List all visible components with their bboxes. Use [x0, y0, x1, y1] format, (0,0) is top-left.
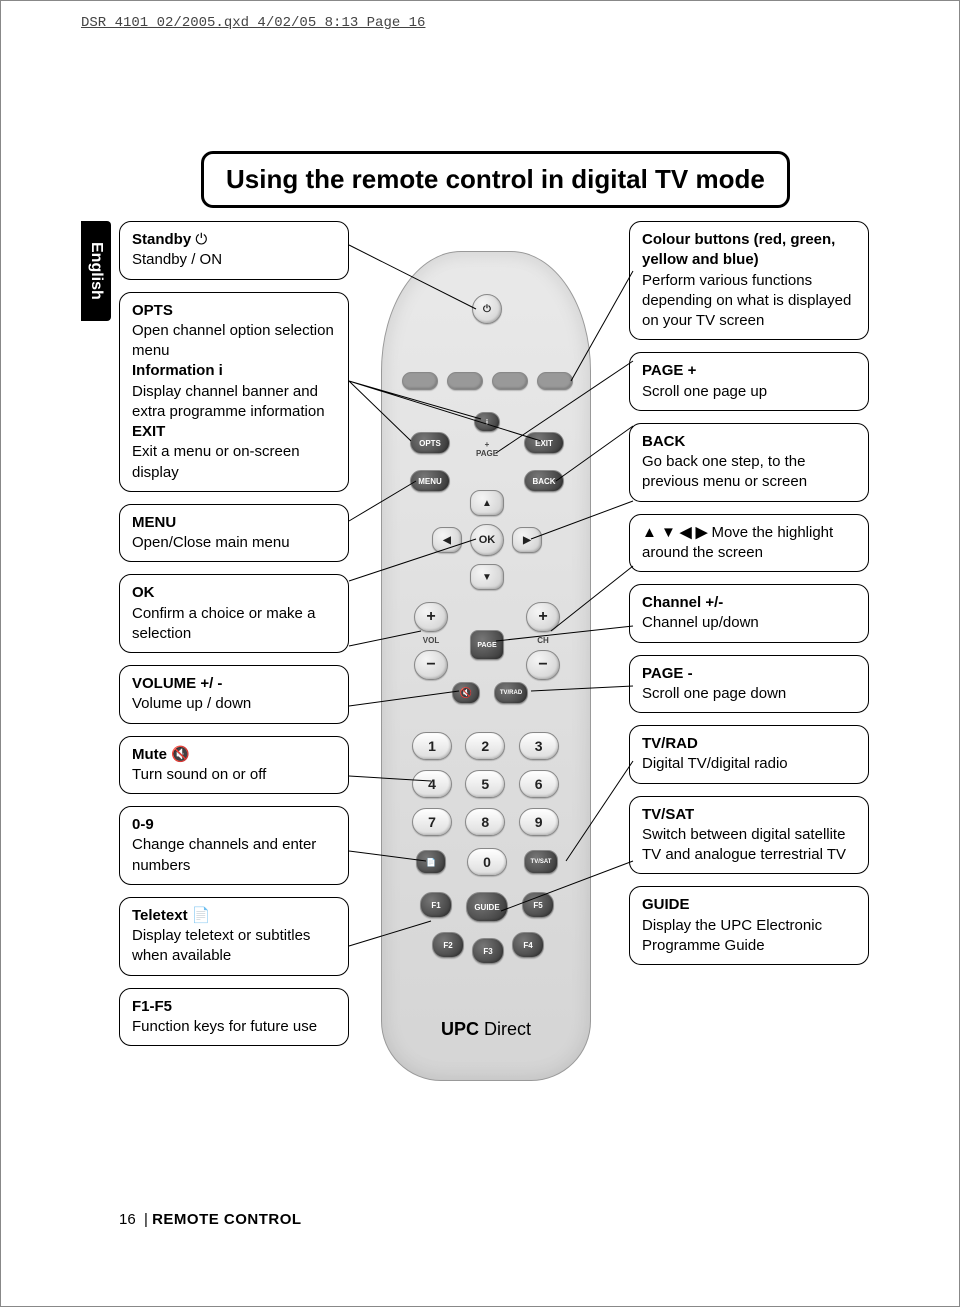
callout-tvsat: TV/SATSwitch between digital satellite T… [629, 796, 869, 875]
callout-f-keys: F1-F5Function keys for future use [119, 988, 349, 1047]
remote-tvsat-button: TV/SAT [524, 850, 558, 874]
print-header: DSR 4101_02/2005.qxd 4/02/05 8:13 Page 1… [81, 15, 425, 31]
remote-key-4: 4 [412, 770, 452, 798]
remote-teletext-button: 📄 [416, 850, 446, 874]
remote-brand: UPC Direct [382, 1019, 590, 1040]
remote-control-diagram: ⏻ i OPTS EXIT +PAGE MENU BACK ▲ ◀ O [381, 251, 591, 1081]
remote-opts-button: OPTS [410, 432, 450, 454]
callout-back: BACKGo back one step, to the previous me… [629, 423, 869, 502]
remote-back-button: BACK [524, 470, 564, 492]
page-footer: 16 | REMOTE CONTROL [119, 1211, 302, 1228]
callout-tvrad: TV/RADDigital TV/digital radio [629, 725, 869, 784]
callout-standby: Standby ⏻ Standby / ON [119, 221, 349, 280]
remote-left-button: ◀ [432, 527, 462, 553]
remote-key-9: 9 [519, 808, 559, 836]
remote-up-button: ▲ [470, 490, 504, 516]
remote-tvrad-button: TV/RAD [494, 682, 528, 704]
callout-opts-info-exit: OPTS Open channel option selection menu … [119, 292, 349, 492]
remote-key-6: 6 [519, 770, 559, 798]
callout-teletext: Teletext 📄 Display teletext or subtitles… [119, 897, 349, 976]
callout-page-plus: PAGE +Scroll one page up [629, 352, 869, 411]
remote-number-grid: 1 2 3 4 5 6 7 8 9 [412, 732, 562, 836]
callout-menu: MENUOpen/Close main menu [119, 504, 349, 563]
remote-right-button: ▶ [512, 527, 542, 553]
remote-key-2: 2 [465, 732, 505, 760]
callout-mute: Mute 🔇 Turn sound on or off [119, 736, 349, 795]
remote-colour-red [402, 372, 438, 390]
right-callout-column: Colour buttons (red, green, yellow and b… [629, 221, 869, 977]
remote-exit-button: EXIT [524, 432, 564, 454]
remote-key-8: 8 [465, 808, 505, 836]
remote-menu-button: MENU [410, 470, 450, 492]
remote-info-button: i [474, 412, 500, 432]
callout-arrows: ▲ ▼ ◀ ▶ Move the highlight around the sc… [629, 514, 869, 573]
remote-key-5: 5 [465, 770, 505, 798]
remote-f3-button: F3 [472, 938, 504, 964]
remote-f1-button: F1 [420, 892, 452, 918]
remote-ch-label: CH [526, 636, 560, 645]
left-callout-column: Standby ⏻ Standby / ON OPTS Open channel… [119, 221, 349, 1058]
remote-vol-label: VOL [414, 636, 448, 645]
callout-ok: OKConfirm a choice or make a selection [119, 574, 349, 653]
mute-icon: 🔇 [171, 746, 190, 763]
callout-guide: GUIDEDisplay the UPC Electronic Programm… [629, 886, 869, 965]
remote-guide-button: GUIDE [466, 892, 508, 922]
remote-colour-green [447, 372, 483, 390]
callout-channel: Channel +/-Channel up/down [629, 584, 869, 643]
teletext-icon: 📄 [192, 907, 211, 924]
language-tab: English [81, 221, 111, 321]
callout-colour-buttons: Colour buttons (red, green, yellow and b… [629, 221, 869, 340]
remote-key-7: 7 [412, 808, 452, 836]
remote-f5-button: F5 [522, 892, 554, 918]
remote-standby-button: ⏻ [472, 294, 502, 324]
remote-page-minus-button: PAGE [470, 630, 504, 660]
remote-page-plus-label: +PAGE [474, 440, 500, 458]
remote-ch-up-button: + [526, 602, 560, 632]
remote-mute-button: 🔇 [452, 682, 480, 704]
remote-key-1: 1 [412, 732, 452, 760]
remote-vol-down-button: − [414, 650, 448, 680]
remote-vol-up-button: + [414, 602, 448, 632]
remote-key-3: 3 [519, 732, 559, 760]
remote-ch-down-button: − [526, 650, 560, 680]
remote-down-button: ▼ [470, 564, 504, 590]
callout-page-minus: PAGE -Scroll one page down [629, 655, 869, 714]
remote-f4-button: F4 [512, 932, 544, 958]
callout-volume: VOLUME +/ -Volume up / down [119, 665, 349, 724]
remote-key-0: 0 [467, 848, 507, 876]
remote-colour-blue [537, 372, 573, 390]
callout-numbers: 0-9Change channels and enter numbers [119, 806, 349, 885]
remote-colour-yellow [492, 372, 528, 390]
remote-f2-button: F2 [432, 932, 464, 958]
remote-ok-button: OK [470, 524, 504, 556]
standby-icon: ⏻ [195, 231, 207, 248]
page-title: Using the remote control in digital TV m… [201, 151, 790, 208]
